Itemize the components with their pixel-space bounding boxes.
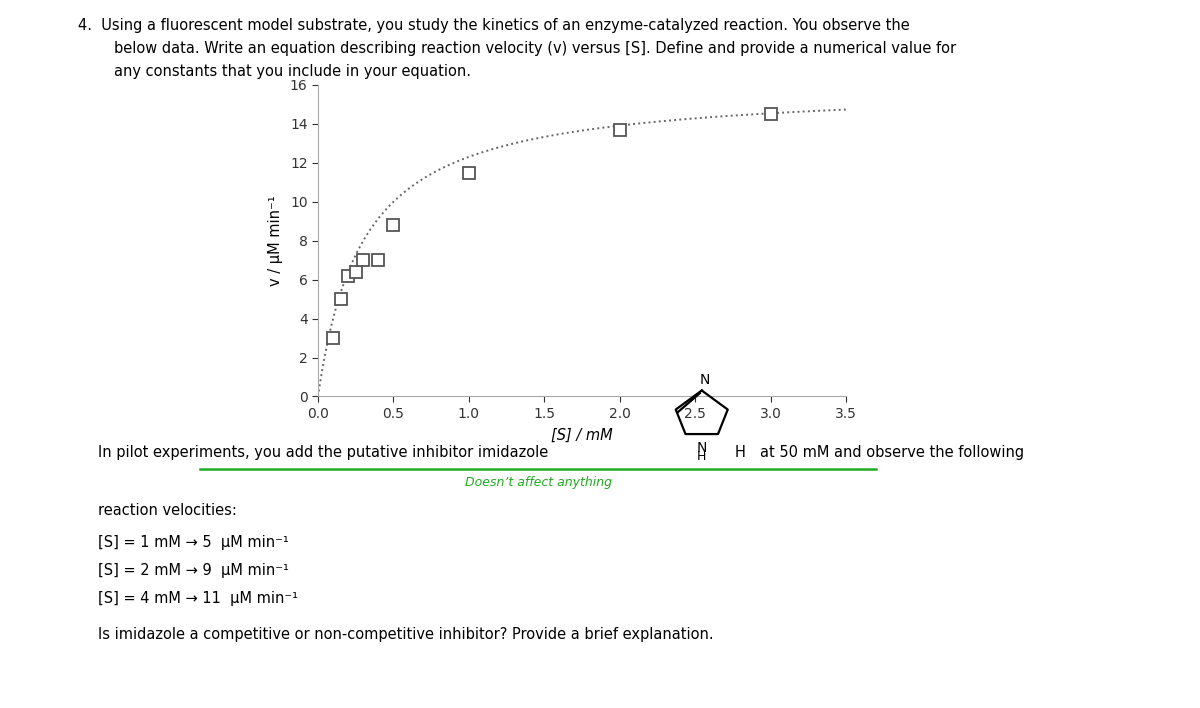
Text: N: N (696, 441, 707, 455)
Text: In pilot experiments, you add the putative inhibitor imidazole: In pilot experiments, you add the putati… (98, 445, 548, 459)
Y-axis label: v / μM min⁻¹: v / μM min⁻¹ (268, 195, 283, 286)
X-axis label: [S] / mM: [S] / mM (551, 428, 613, 442)
Text: below data. Write an equation describing reaction velocity (v) versus [S]. Defin: below data. Write an equation describing… (114, 41, 956, 56)
Text: Doesn’t affect anything: Doesn’t affect anything (464, 476, 612, 489)
Text: [S] = 4 mM → 11  μM min⁻¹: [S] = 4 mM → 11 μM min⁻¹ (98, 591, 299, 606)
Text: reaction velocities:: reaction velocities: (98, 503, 238, 518)
Text: N: N (700, 372, 710, 387)
Text: [S] = 2 mM → 9  μM min⁻¹: [S] = 2 mM → 9 μM min⁻¹ (98, 563, 289, 578)
Text: any constants that you include in your equation.: any constants that you include in your e… (114, 64, 470, 79)
Text: at 50 mM and observe the following: at 50 mM and observe the following (760, 445, 1024, 459)
Text: [S] = 1 mM → 5  μM min⁻¹: [S] = 1 mM → 5 μM min⁻¹ (98, 535, 289, 549)
Text: H: H (697, 450, 707, 464)
Text: 4.  Using a fluorescent model substrate, you study the kinetics of an enzyme-cat: 4. Using a fluorescent model substrate, … (78, 18, 910, 33)
Text: H: H (734, 445, 745, 459)
Text: Is imidazole a competitive or non-competitive inhibitor? Provide a brief explana: Is imidazole a competitive or non-compet… (98, 627, 714, 641)
